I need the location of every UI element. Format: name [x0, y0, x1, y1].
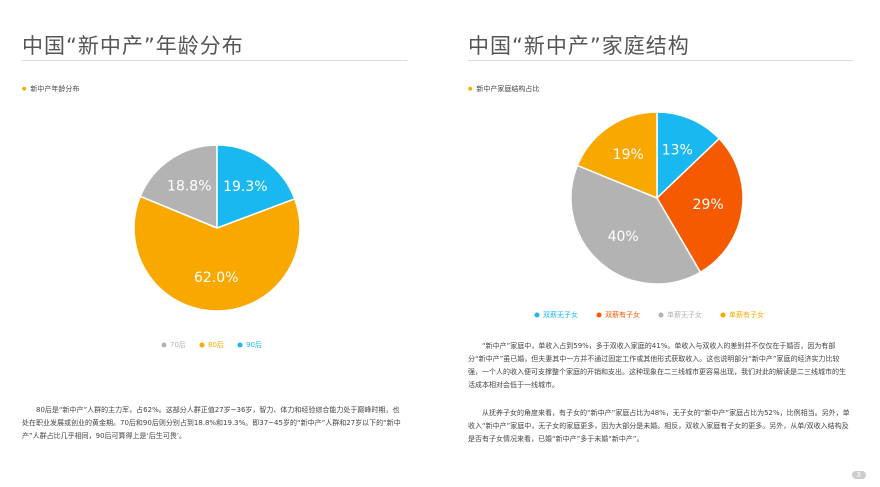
paragraph: 80后是“新中产”人群的主力军，占62%。这部分人群正值27岁~36岁，智力、体…: [22, 406, 401, 440]
legend-swatch: [237, 342, 243, 348]
pie-slice: [656, 137, 744, 274]
page-number: 3: [851, 471, 866, 479]
slice-label: 29%: [693, 197, 724, 213]
legend-label: 单薪无子女: [667, 310, 702, 319]
pie-slice: [656, 111, 721, 200]
paragraph: “新中产”家庭中，单收入占到59%，多于双收入家庭的41%。单收入与双收入的差别…: [468, 342, 846, 389]
legend-swatch: [596, 312, 602, 318]
rule: [22, 60, 407, 61]
legend-label: 单薪有子女: [729, 310, 764, 319]
section-title: 中国“新中产”年龄分布: [22, 34, 244, 58]
chart-title: 新中产家庭结构占比: [468, 84, 539, 94]
pie-slice: [133, 195, 301, 312]
legend-label: 双薪有子女: [605, 310, 640, 319]
legend-label: 90后: [246, 340, 262, 349]
legend-swatch: [720, 312, 726, 318]
legend-swatch: [534, 312, 540, 318]
pie-slice: [576, 111, 658, 200]
slice-label: 40%: [608, 229, 639, 245]
slice-label: 18.8%: [167, 179, 211, 195]
legend-swatch: [161, 342, 167, 348]
section-title: 中国“新中产”家庭结构: [468, 34, 690, 58]
pie-slice: [139, 144, 218, 230]
pie-slice: [570, 164, 702, 285]
paragraph: 从抚养子女的角度来看，有子女的“新中产”家庭占比为48%，无子女的“新中产”家庭…: [468, 409, 850, 443]
chart-title: 新中产年龄分布: [22, 84, 79, 94]
slice-label: 62.0%: [194, 270, 238, 286]
slice-label: 19%: [613, 147, 644, 163]
legend-swatch: [199, 342, 205, 348]
rule: [468, 60, 853, 61]
slice-label: 19.3%: [223, 179, 267, 195]
legend-label: 80后: [208, 340, 224, 349]
legend-label: 70后: [170, 340, 186, 349]
pie-slice: [216, 144, 296, 230]
legend-swatch: [658, 312, 664, 318]
legend-label: 双薪无子女: [543, 310, 578, 319]
slice-label: 13%: [662, 143, 693, 159]
